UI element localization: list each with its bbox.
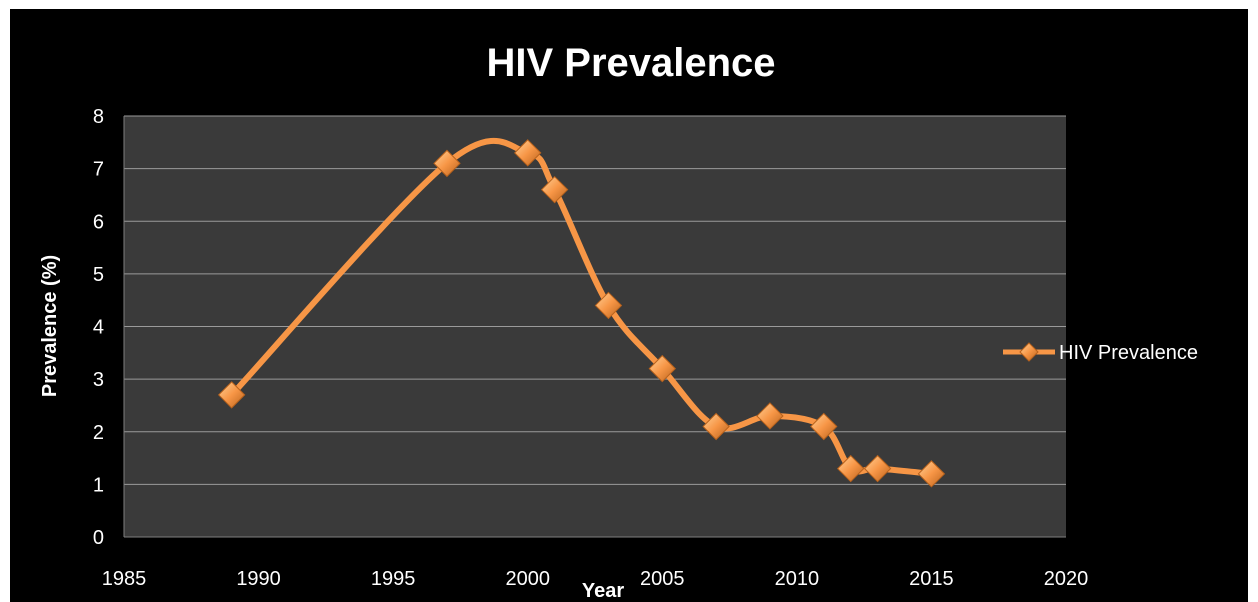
x-tick-label: 2010	[775, 568, 820, 590]
data-point	[217, 381, 246, 409]
legend: HIV Prevalence	[1003, 342, 1198, 364]
y-tick-label: 1	[93, 474, 104, 496]
data-point	[540, 175, 569, 204]
data-point	[594, 291, 623, 320]
x-tick-label: 2000	[505, 568, 550, 590]
x-tick-label: 2020	[1044, 568, 1089, 590]
y-tick-labels: 0 1 2 3 4 5 6 7 8	[93, 106, 104, 549]
x-tick-label: 1990	[236, 568, 281, 590]
y-axis-title: Prevalence (%)	[39, 255, 61, 397]
x-tick-label: 1985	[102, 568, 147, 590]
x-tick-label: 2015	[909, 568, 954, 590]
y-tick-label: 8	[93, 106, 104, 128]
data-point	[917, 460, 946, 488]
gridlines	[124, 115, 1066, 485]
y-tick-label: 7	[93, 159, 104, 181]
y-tick-label: 3	[93, 369, 104, 391]
series-group	[217, 137, 946, 488]
data-point	[863, 454, 892, 483]
y-tick-label: 6	[93, 211, 104, 233]
data-point	[756, 402, 784, 430]
axes	[123, 116, 1066, 538]
data-point	[702, 412, 730, 441]
x-tick-labels: 1985 1990 1995 2000 2005 2010 2015 2020	[102, 568, 1089, 590]
data-point	[514, 139, 542, 167]
chart-svg: HIV Prevalence Year Prevalence (%) 1985 1…	[39, 41, 1198, 602]
data-point	[810, 412, 838, 441]
chart-title: HIV Prevalence	[486, 41, 775, 85]
chart-container: HIV Prevalence Year Prevalence (%) 1985 1…	[10, 9, 1248, 602]
legend-marker-icon	[1019, 342, 1039, 362]
legend-label: HIV Prevalence	[1059, 342, 1198, 364]
x-tick-label: 2005	[640, 568, 685, 590]
y-tick-label: 5	[93, 264, 104, 286]
data-point	[648, 354, 676, 383]
x-axis-title: Year	[582, 580, 624, 602]
y-tick-label: 0	[93, 527, 104, 549]
data-point	[433, 149, 461, 178]
x-tick-label: 1995	[371, 568, 416, 590]
data-point	[836, 454, 865, 483]
y-tick-label: 4	[93, 317, 104, 339]
y-tick-label: 2	[93, 422, 104, 444]
